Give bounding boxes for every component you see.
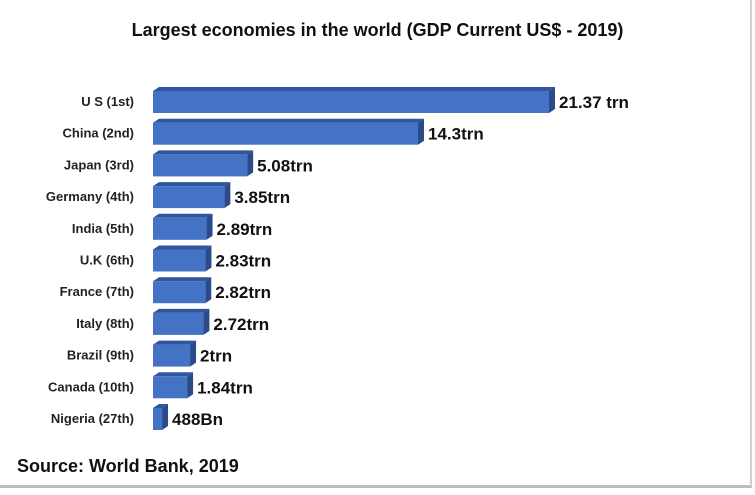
bar	[153, 344, 191, 367]
bar-top	[153, 118, 424, 123]
bar	[153, 186, 225, 209]
category-label: France (7th)	[60, 284, 134, 299]
bar-side	[162, 404, 169, 430]
category-label: India (5th)	[72, 221, 134, 236]
category-label: China (2nd)	[63, 126, 135, 141]
bar	[153, 312, 204, 335]
bar-side	[417, 118, 424, 145]
category-label: U S (1st)	[81, 94, 134, 109]
bar-top	[153, 340, 197, 345]
data-label: 1.84trn	[197, 378, 253, 397]
category-label: Italy (8th)	[76, 316, 134, 331]
bar	[153, 122, 418, 145]
source-note: Source: World Bank, 2019	[17, 456, 239, 476]
bar-side	[203, 308, 210, 335]
data-label: 2.89trn	[217, 220, 273, 239]
bar-top	[153, 277, 212, 282]
bar	[153, 408, 163, 430]
category-label: U.K (6th)	[80, 253, 134, 268]
data-label: 14.3trn	[428, 125, 484, 144]
bar-side	[205, 277, 212, 304]
bar	[153, 281, 206, 304]
bar-top	[153, 245, 212, 250]
category-label: Brazil (9th)	[67, 348, 134, 363]
bar-top	[153, 150, 254, 155]
bar-side	[549, 87, 555, 113]
bar-top	[153, 182, 231, 187]
bar-top	[153, 87, 555, 91]
chart-title: Largest economies in the world (GDP Curr…	[131, 20, 624, 40]
category-label: Nigeria (27th)	[51, 411, 134, 426]
category-label: Germany (4th)	[46, 189, 134, 204]
bar-top	[153, 372, 194, 377]
data-label: 5.08trn	[257, 156, 313, 175]
bar-top	[153, 213, 213, 218]
data-label: 21.37 trn	[559, 93, 629, 112]
bar	[153, 154, 248, 177]
bar-side	[187, 372, 194, 399]
bar-side	[205, 245, 212, 272]
data-label: 2trn	[200, 347, 232, 366]
bar	[153, 91, 549, 113]
bar	[153, 217, 207, 240]
bar-side	[224, 182, 231, 209]
data-label: 2.82trn	[215, 283, 271, 302]
bar	[153, 249, 206, 272]
data-label: 2.83trn	[215, 252, 271, 271]
bar-side	[247, 150, 254, 177]
data-label: 488Bn	[172, 410, 223, 429]
bar-side	[206, 213, 213, 240]
bar-side	[190, 340, 197, 367]
data-label: 2.72trn	[213, 315, 269, 334]
bar-top	[153, 308, 210, 313]
bar	[153, 376, 188, 399]
data-label: 3.85trn	[234, 188, 290, 207]
category-label: Japan (3rd)	[64, 157, 134, 172]
bar-top	[153, 404, 169, 408]
category-label: Canada (10th)	[48, 379, 134, 394]
